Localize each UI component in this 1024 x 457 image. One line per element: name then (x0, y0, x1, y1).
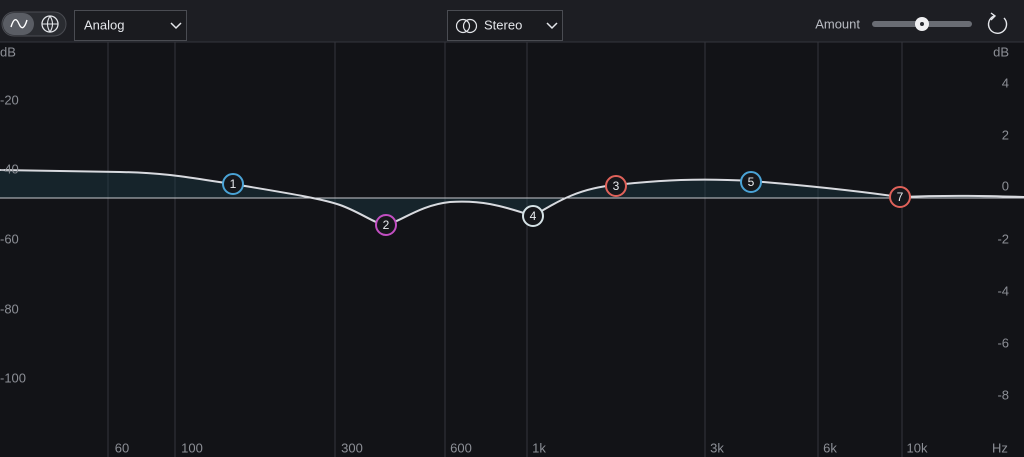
node-ring (889, 186, 911, 208)
dropdown-arrow (170, 22, 182, 30)
mode-dropdown[interactable] (74, 10, 187, 41)
node-ring (522, 205, 544, 227)
eq-curve (0, 169, 1024, 227)
node-ring (375, 214, 397, 236)
right-db-label: 4 (1002, 75, 1009, 90)
right-db-label: 0 (1002, 178, 1009, 193)
eq-node[interactable]: 1 (222, 173, 244, 195)
node-ring (605, 175, 627, 197)
left-db-label: -60 (0, 231, 19, 246)
mode-dropdown-label: Analog (84, 17, 124, 32)
left-unit: dB (0, 44, 16, 59)
freq-label: 6k (823, 440, 837, 455)
eq-node[interactable]: 2 (375, 214, 397, 236)
freq-label: 600 (450, 440, 472, 455)
amount-label: Amount (815, 16, 860, 31)
node-ring (740, 171, 762, 193)
reset-arrow (990, 12, 997, 21)
eq-node[interactable]: 5 (740, 171, 762, 193)
eq-node[interactable]: 4 (522, 205, 544, 227)
node-label: 1 (230, 177, 237, 191)
node-label: 2 (383, 218, 390, 232)
curve-fill (0, 170, 1024, 225)
node-label: 5 (748, 175, 755, 189)
right-db-label: -6 (997, 335, 1009, 350)
node-label: 3 (613, 179, 620, 193)
knob-dot (920, 22, 924, 26)
channel-dropdown[interactable] (447, 10, 563, 41)
right-db-label: -4 (997, 283, 1009, 298)
node-label: 7 (897, 190, 904, 204)
freq-label: 10k (907, 440, 928, 455)
freq-label: 60 (115, 440, 129, 455)
right-unit: dB (993, 44, 1009, 59)
node-ring (222, 173, 244, 195)
left-db-label: -80 (0, 301, 19, 316)
right-db-label: -2 (997, 231, 1009, 246)
left-db-label: -100 (0, 370, 26, 385)
right-db-label: -8 (997, 387, 1009, 402)
globe-lines (42, 15, 58, 34)
channel-dropdown-label: Stereo (484, 17, 522, 32)
freq-label: 300 (341, 440, 363, 455)
reset-button[interactable] (987, 15, 1008, 34)
eq-node[interactable]: 3 (605, 175, 627, 197)
eq-node[interactable]: 7 (889, 186, 911, 208)
stereo-icon (455, 18, 471, 34)
curve-icon (10, 19, 28, 29)
left-db-label: -40 (0, 161, 19, 176)
right-db-label: 2 (1002, 127, 1009, 142)
freq-label: 100 (181, 440, 203, 455)
dropdown-arrow (546, 22, 558, 30)
left-db-label: -20 (0, 92, 19, 107)
freq-label: 1k (532, 440, 546, 455)
node-label: 4 (530, 209, 537, 223)
freq-label: 3k (710, 440, 724, 455)
freq-unit: Hz (992, 440, 1008, 455)
stereo-icon (462, 18, 478, 34)
